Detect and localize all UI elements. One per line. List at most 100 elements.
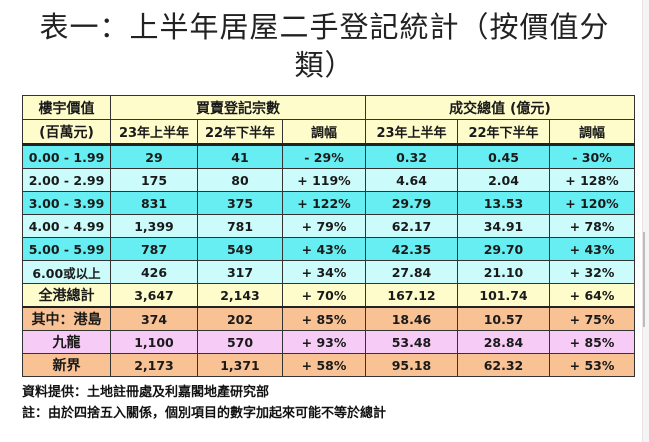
row-header-line2: (百萬元) (22, 119, 111, 146)
table-row-hk-island: 其中：港島 374 202 + 85% 18.46 10.57 + 75% (22, 306, 635, 331)
row-label: 其中：港島 (22, 306, 111, 331)
cell: + 58% (282, 353, 366, 377)
cell: 42.35 (365, 237, 458, 261)
row-label: 全港總計 (22, 283, 111, 308)
cell: 29.70 (457, 237, 550, 261)
cell: 1,399 (110, 214, 198, 238)
cell: + 85% (282, 306, 366, 331)
cell: + 122% (282, 191, 366, 215)
cell: 426 (110, 260, 198, 284)
cell: 62.17 (365, 214, 458, 238)
cell: - 30% (549, 144, 635, 169)
table-row-new-territories: 新界 2,173 1,371 + 58% 95.18 62.32 + 53% (22, 353, 635, 377)
cell: 13.53 (457, 191, 550, 215)
cell: 29 (110, 144, 198, 169)
cell: 62.32 (457, 353, 550, 377)
cell: + 53% (549, 353, 635, 377)
subheader-value-h1-23: 23年上半年 (365, 119, 458, 146)
cell: 34.91 (457, 214, 550, 238)
cell: + 93% (282, 330, 366, 354)
table-row: 0.00 - 1.99 29 41 - 29% 0.32 0.45 - 30% (22, 144, 635, 169)
subheader-count-change: 調幅 (282, 119, 366, 146)
table-row: 6.00或以上 426 317 + 34% 27.84 21.10 + 32% (22, 260, 635, 284)
cell: 375 (197, 191, 283, 215)
cell: 1,100 (110, 330, 198, 354)
subheader-value-change: 調幅 (549, 119, 635, 146)
cell: + 64% (549, 283, 635, 308)
table-row: 4.00 - 4.99 1,399 781 + 79% 62.17 34.91 … (22, 214, 635, 238)
cell: + 85% (549, 330, 635, 354)
cell: 831 (110, 191, 198, 215)
cell: 101.74 (457, 283, 550, 308)
cell: 95.18 (365, 353, 458, 377)
cell: 18.46 (365, 306, 458, 331)
cell: + 79% (282, 214, 366, 238)
cell: 570 (197, 330, 283, 354)
table-title: 表一：上半年居屋二手登記統計（按價值分 類） (0, 8, 649, 84)
subheader-count-h2-22: 22年下半年 (197, 119, 283, 146)
title-line-1: 表一：上半年居屋二手登記統計（按價值分 (39, 10, 610, 44)
cell: 787 (110, 237, 198, 261)
header-row-groups: 樓宇價值 買賣登記宗數 成交總值 (億元) (22, 95, 635, 120)
cell: 2,173 (110, 353, 198, 377)
cell: 0.32 (365, 144, 458, 169)
cell: + 78% (549, 214, 635, 238)
cell: + 34% (282, 260, 366, 284)
cell: 41 (197, 144, 283, 169)
group-header-value: 成交總值 (億元) (365, 95, 635, 120)
cell: + 119% (282, 168, 366, 192)
table-row-kowloon: 九龍 1,100 570 + 93% 53.48 28.84 + 85% (22, 330, 635, 354)
cell: 549 (197, 237, 283, 261)
page-edge-mark (643, 232, 645, 327)
title-line-2: 類） (294, 48, 355, 82)
cell: 29.79 (365, 191, 458, 215)
subheader-count-h1-23: 23年上半年 (110, 119, 198, 146)
cell: 10.57 (457, 306, 550, 331)
registration-stats-table: 樓宇價值 買賣登記宗數 成交總值 (億元) (百萬元) 23年上半年 22年下半… (22, 95, 635, 377)
cell: 1,371 (197, 353, 283, 377)
row-label: 2.00 - 2.99 (22, 168, 111, 192)
row-label: 4.00 - 4.99 (22, 214, 111, 238)
header-row-periods: (百萬元) 23年上半年 22年下半年 調幅 23年上半年 22年下半年 調幅 (22, 119, 635, 146)
table-row: 3.00 - 3.99 831 375 + 122% 29.79 13.53 +… (22, 191, 635, 215)
cell: 21.10 (457, 260, 550, 284)
cell: 781 (197, 214, 283, 238)
cell: 3,647 (110, 283, 198, 308)
cell: 80 (197, 168, 283, 192)
row-label: 新界 (22, 353, 111, 377)
cell: 2.04 (457, 168, 550, 192)
cell: 317 (197, 260, 283, 284)
rounding-note: 註：由於四捨五入關係，個別項目的數字加起來可能不等於總計 (22, 406, 387, 421)
cell: 202 (197, 306, 283, 331)
row-header-line1: 樓宇價值 (22, 95, 111, 120)
table-row: 5.00 - 5.99 787 549 + 43% 42.35 29.70 + … (22, 237, 635, 261)
page-edge (642, 0, 649, 442)
source-note: 資料提供：土地註冊處及利嘉閣地產研究部 (22, 385, 270, 400)
cell: 175 (110, 168, 198, 192)
row-label: 0.00 - 1.99 (22, 144, 111, 169)
cell: 28.84 (457, 330, 550, 354)
cell: 167.12 (365, 283, 458, 308)
cell: + 43% (549, 237, 635, 261)
row-label: 3.00 - 3.99 (22, 191, 111, 215)
cell: + 75% (549, 306, 635, 331)
row-label: 九龍 (22, 330, 111, 354)
cell: 0.45 (457, 144, 550, 169)
cell: + 120% (549, 191, 635, 215)
cell: 374 (110, 306, 198, 331)
cell: 4.64 (365, 168, 458, 192)
cell: - 29% (282, 144, 366, 169)
cell: + 43% (282, 237, 366, 261)
row-label: 5.00 - 5.99 (22, 237, 111, 261)
cell: + 128% (549, 168, 635, 192)
cell: + 70% (282, 283, 366, 308)
group-header-count: 買賣登記宗數 (110, 95, 366, 120)
table-row: 2.00 - 2.99 175 80 + 119% 4.64 2.04 + 12… (22, 168, 635, 192)
cell: 53.48 (365, 330, 458, 354)
cell: + 32% (549, 260, 635, 284)
table-row-total: 全港總計 3,647 2,143 + 70% 167.12 101.74 + 6… (22, 283, 635, 308)
row-label: 6.00或以上 (22, 260, 111, 284)
cell: 27.84 (365, 260, 458, 284)
cell: 2,143 (197, 283, 283, 308)
subheader-value-h2-22: 22年下半年 (457, 119, 550, 146)
